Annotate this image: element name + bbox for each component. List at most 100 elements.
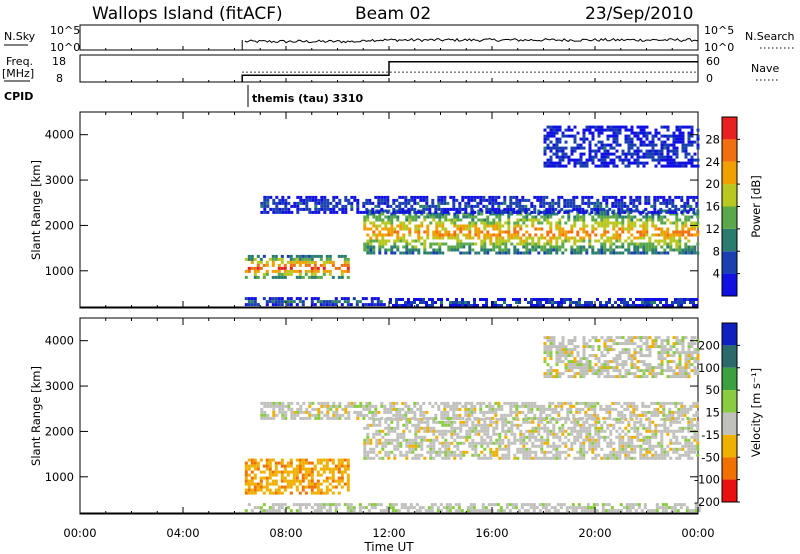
velocity-cell — [250, 479, 254, 483]
velocity-cell — [528, 456, 532, 460]
power-cell — [555, 227, 559, 231]
power-cell — [678, 134, 682, 138]
velocity-cell — [418, 509, 422, 513]
power-cell — [585, 158, 589, 162]
power-cell — [654, 143, 658, 147]
power-cell — [690, 215, 694, 219]
power-cell — [693, 152, 697, 156]
power-cell — [600, 236, 604, 240]
velocity-cell — [350, 404, 354, 408]
velocity-cell — [411, 441, 415, 445]
power-cell — [696, 221, 700, 225]
velocity-cell — [647, 404, 651, 408]
velocity-cell — [394, 503, 398, 507]
velocity-cell — [398, 407, 402, 411]
velocity-cell — [579, 375, 583, 379]
power-cell — [286, 254, 290, 258]
power-cell — [695, 195, 699, 199]
power-cell — [414, 248, 418, 252]
velocity-cell — [568, 506, 572, 510]
velocity-cell — [573, 336, 577, 340]
velocity-cell — [405, 426, 409, 430]
power-cell — [408, 215, 412, 219]
power-cell — [501, 251, 505, 255]
velocity-cell — [349, 503, 353, 507]
power-cell — [408, 251, 412, 255]
power-cell — [651, 248, 655, 252]
velocity-cell — [256, 488, 260, 492]
velocity-cell — [570, 369, 574, 373]
power-cell — [531, 236, 535, 240]
velocity-cell — [639, 423, 643, 427]
velocity-cell — [593, 410, 597, 414]
power-cell — [680, 301, 683, 304]
power-cell — [564, 248, 568, 252]
velocity-cell — [561, 372, 565, 376]
power-cell — [295, 254, 299, 258]
power-cell — [633, 149, 637, 153]
power-cell — [551, 201, 555, 205]
velocity-cell — [537, 429, 541, 433]
power-cell — [687, 251, 691, 255]
power-cell — [464, 301, 467, 304]
power-cell — [447, 245, 451, 249]
velocity-cell — [574, 506, 578, 510]
velocity-cell — [590, 416, 594, 420]
power-cell — [440, 304, 443, 307]
velocity-cell — [672, 420, 676, 424]
velocity-cell — [403, 506, 407, 510]
power-cell — [465, 224, 469, 228]
velocity-cell — [452, 416, 456, 420]
velocity-cell — [347, 410, 351, 414]
velocity-cell — [557, 413, 561, 417]
velocity-cell — [641, 401, 645, 405]
power-cell — [492, 227, 496, 231]
velocity-cell — [684, 426, 688, 430]
velocity-cell — [579, 444, 583, 448]
power-cell — [507, 224, 511, 228]
power-cell — [260, 204, 264, 208]
velocity-cell — [633, 366, 637, 370]
velocity-cell — [266, 416, 270, 420]
velocity-cell — [695, 401, 699, 405]
power-cell — [558, 230, 562, 234]
power-cell — [518, 198, 522, 202]
power-cell — [563, 210, 567, 214]
power-cell — [338, 207, 342, 211]
velocity-cell — [648, 435, 652, 439]
velocity-cell — [606, 441, 610, 445]
power-cell — [615, 215, 619, 219]
power-cell — [630, 161, 634, 165]
velocity-cell — [281, 407, 285, 411]
power-cell — [277, 300, 281, 304]
velocity-cell — [244, 476, 248, 480]
power-cell — [653, 207, 657, 211]
power-cell — [476, 195, 480, 199]
power-cell — [630, 218, 634, 222]
velocity-cell — [434, 416, 438, 420]
power-cell — [512, 207, 516, 211]
velocity-cell — [576, 420, 580, 424]
power-cell — [271, 257, 275, 261]
velocity-cell — [561, 429, 565, 433]
power-cell — [569, 201, 573, 205]
power-cell — [471, 221, 475, 225]
velocity-cell — [594, 339, 598, 343]
velocity-cell — [304, 473, 308, 477]
velocity-cell — [533, 416, 537, 420]
velocity-cell — [689, 407, 693, 411]
power-cell — [537, 209, 541, 213]
velocity-cell — [274, 467, 278, 471]
power-cell — [570, 134, 574, 138]
power-cell — [617, 304, 620, 307]
power-cell — [429, 251, 433, 255]
power-cell — [486, 215, 490, 219]
power-cell — [522, 245, 526, 249]
power-cell — [268, 257, 272, 261]
velocity-cell — [661, 506, 665, 510]
power-cell — [668, 304, 671, 307]
power-cell — [645, 218, 649, 222]
power-cell — [642, 161, 646, 165]
power-cell — [471, 212, 475, 216]
velocity-cell — [564, 420, 568, 424]
